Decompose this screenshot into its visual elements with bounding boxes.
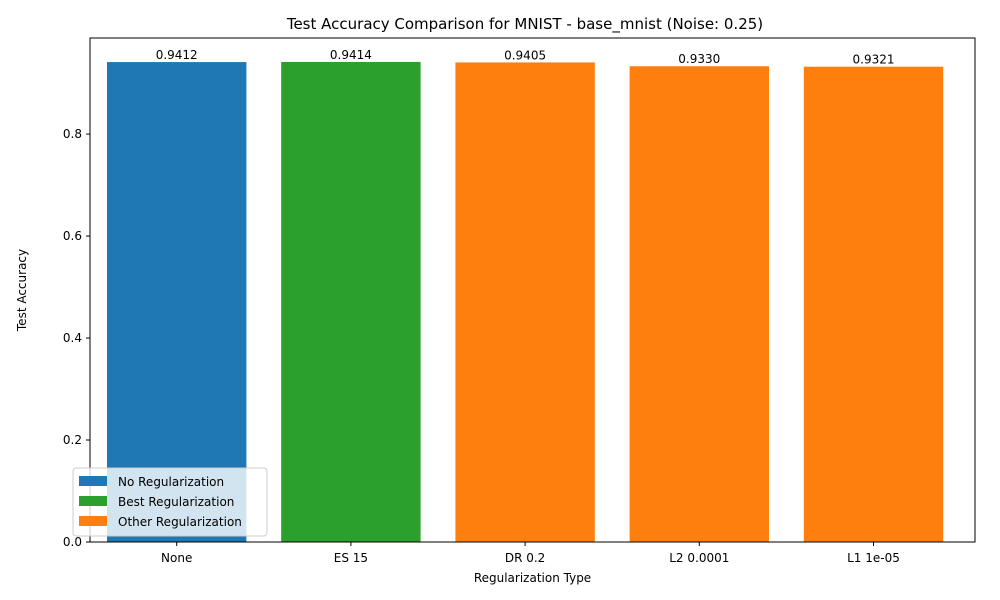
legend-label: Best Regularization: [118, 495, 234, 509]
plot-frame: [89, 37, 976, 543]
y-axis: 0.0 0.2 0.4 0.6 0.8: [63, 127, 90, 549]
legend-label: Other Regularization: [118, 515, 242, 529]
y-tick-label: 0.4: [63, 331, 82, 345]
legend-swatch: [79, 516, 107, 526]
bars-group: [107, 61, 944, 543]
x-axis: None ES 15 DR 0.2 L2 0.0001 L1 1e-05: [161, 542, 900, 565]
bar-2: [455, 62, 595, 543]
data-labels-group: 0.9412 0.9414 0.9405 0.9330 0.9321: [156, 48, 895, 67]
legend-label: No Regularization: [118, 475, 224, 489]
y-tick-label: 0.8: [63, 127, 82, 141]
x-tick-label: L1 1e-05: [847, 551, 900, 565]
bar-4: [803, 66, 944, 542]
legend-swatch: [79, 476, 107, 486]
y-axis-label: Test Accuracy: [15, 249, 29, 332]
y-tick-label: 0.6: [63, 229, 82, 243]
bar-0: [107, 62, 247, 542]
bar-value-label: 0.9412: [156, 48, 198, 62]
legend: No Regularization Best Regularization Othe…: [72, 467, 268, 537]
y-tick-label: 0.2: [63, 433, 82, 447]
x-tick-label: DR 0.2: [505, 551, 545, 565]
legend-swatch: [79, 496, 107, 506]
bar-value-label: 0.9330: [678, 52, 720, 66]
y-tick-label: 0.0: [63, 535, 82, 549]
bar-1: [281, 61, 421, 543]
x-axis-label: Regularization Type: [474, 571, 591, 585]
x-tick-label: L2 0.0001: [669, 551, 729, 565]
legend-box: [72, 467, 268, 537]
bar-value-label: 0.9321: [853, 53, 895, 67]
chart-title: Test Accuracy Comparison for MNIST - bas…: [286, 15, 763, 34]
bar-value-label: 0.9405: [504, 48, 546, 62]
bar-value-label: 0.9414: [330, 48, 372, 62]
x-tick-label: None: [161, 551, 192, 565]
x-tick-label: ES 15: [334, 551, 368, 565]
bar-3: [629, 66, 769, 542]
